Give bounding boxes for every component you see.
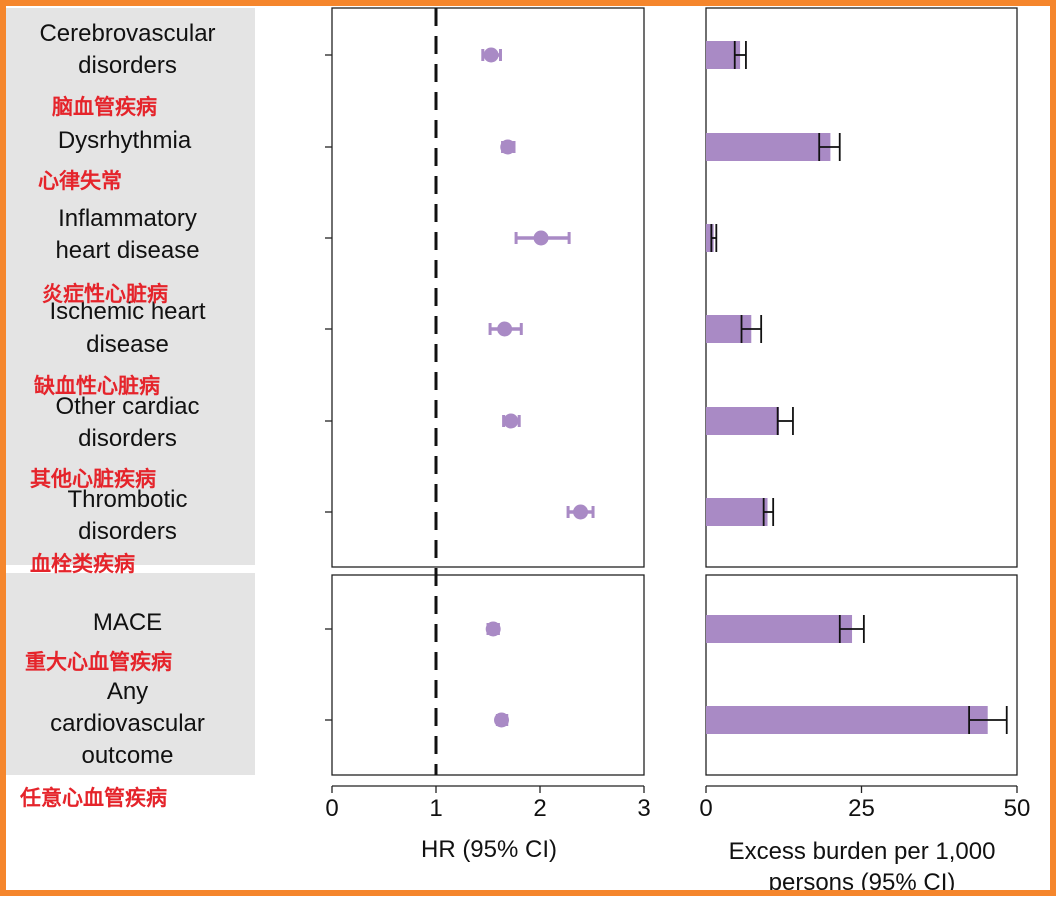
ticks-layer: 0 1 2 3 0 25 50 xyxy=(325,54,1031,822)
hr-point-6 xyxy=(485,621,501,637)
label-other-cardiac-line1: Other cardiac xyxy=(55,393,200,420)
hr-xtick-label-3: 3 xyxy=(637,795,650,822)
burden-bar-1 xyxy=(706,133,831,161)
label-cerebrovascular-line2: disorders xyxy=(78,52,177,79)
label-cn-other-cardiac: 其他心脏疾病 xyxy=(30,467,156,491)
burden-xtick-label-50: 50 xyxy=(1004,795,1031,822)
burden-bar-6 xyxy=(706,615,853,643)
burden-bar-4 xyxy=(706,407,780,435)
burden-xtick-label-0: 0 xyxy=(699,795,712,822)
hr-point-1 xyxy=(500,139,516,155)
label-other-cardiac-line2: disorders xyxy=(78,425,177,452)
hr-xtick-label-0: 0 xyxy=(325,795,338,822)
burden-bar-5 xyxy=(706,498,768,526)
label-inflammatory-line1: Inflammatory xyxy=(58,205,197,232)
hr-point-3 xyxy=(497,321,513,337)
marks-layer xyxy=(481,41,1008,734)
label-any-line3: outcome xyxy=(81,742,174,769)
outcome-label-panel-bottom xyxy=(6,573,255,775)
label-inflammatory-line2: heart disease xyxy=(55,237,200,264)
hr-panel-top xyxy=(331,7,645,568)
burden-bar-7 xyxy=(706,706,988,734)
panels-layer xyxy=(331,7,1018,776)
hr-point-4 xyxy=(503,413,519,429)
hr-axis-title: HR (95% CI) xyxy=(420,836,558,863)
outcome-label-panel-top xyxy=(6,8,255,565)
label-cn-dysrhythmia: 心律失常 xyxy=(38,169,122,193)
label-ischemic-line1: Ischemic heart xyxy=(49,298,206,325)
hr-point-7 xyxy=(494,712,510,728)
burden-axis-title: Excess burden per 1,000 persons (95% CI) xyxy=(728,838,996,896)
burden-panel-bottom xyxy=(705,574,1018,776)
label-cn-ischemic: 缺血性心脏病 xyxy=(34,374,160,398)
hr-point-2 xyxy=(533,230,549,246)
burden-bar-2 xyxy=(706,224,714,252)
label-cn-cerebrovascular: 脑血管疾病 xyxy=(52,95,157,119)
hr-point-5 xyxy=(573,504,589,520)
label-thrombotic-line2: disorders xyxy=(78,518,177,545)
burden-xtick-label-25: 25 xyxy=(848,795,875,822)
hr-xtick-label-1: 1 xyxy=(429,795,442,822)
label-mace: MACE xyxy=(92,609,163,636)
hr-point-0 xyxy=(483,47,499,63)
burden-panel-top xyxy=(705,7,1018,568)
label-cn-inflammatory: 炎症性心脏病 xyxy=(42,282,168,306)
hr-panel-bottom xyxy=(331,574,645,776)
label-dysrhythmia: Dysrhythmia xyxy=(57,127,192,154)
label-cn-any: 任意心血管疾病 xyxy=(20,786,167,810)
label-cn-mace: 重大心血管疾病 xyxy=(25,650,172,674)
label-cerebrovascular-line1: Cerebrovascular xyxy=(39,20,216,47)
label-any-line1: Any xyxy=(106,678,149,705)
label-thrombotic-line1: Thrombotic xyxy=(67,486,188,513)
hr-xtick-label-2: 2 xyxy=(533,795,546,822)
label-any-line2: cardiovascular xyxy=(50,710,205,737)
label-ischemic-line2: disease xyxy=(86,331,169,358)
label-cn-thrombotic: 血栓类疾病 xyxy=(30,552,135,576)
